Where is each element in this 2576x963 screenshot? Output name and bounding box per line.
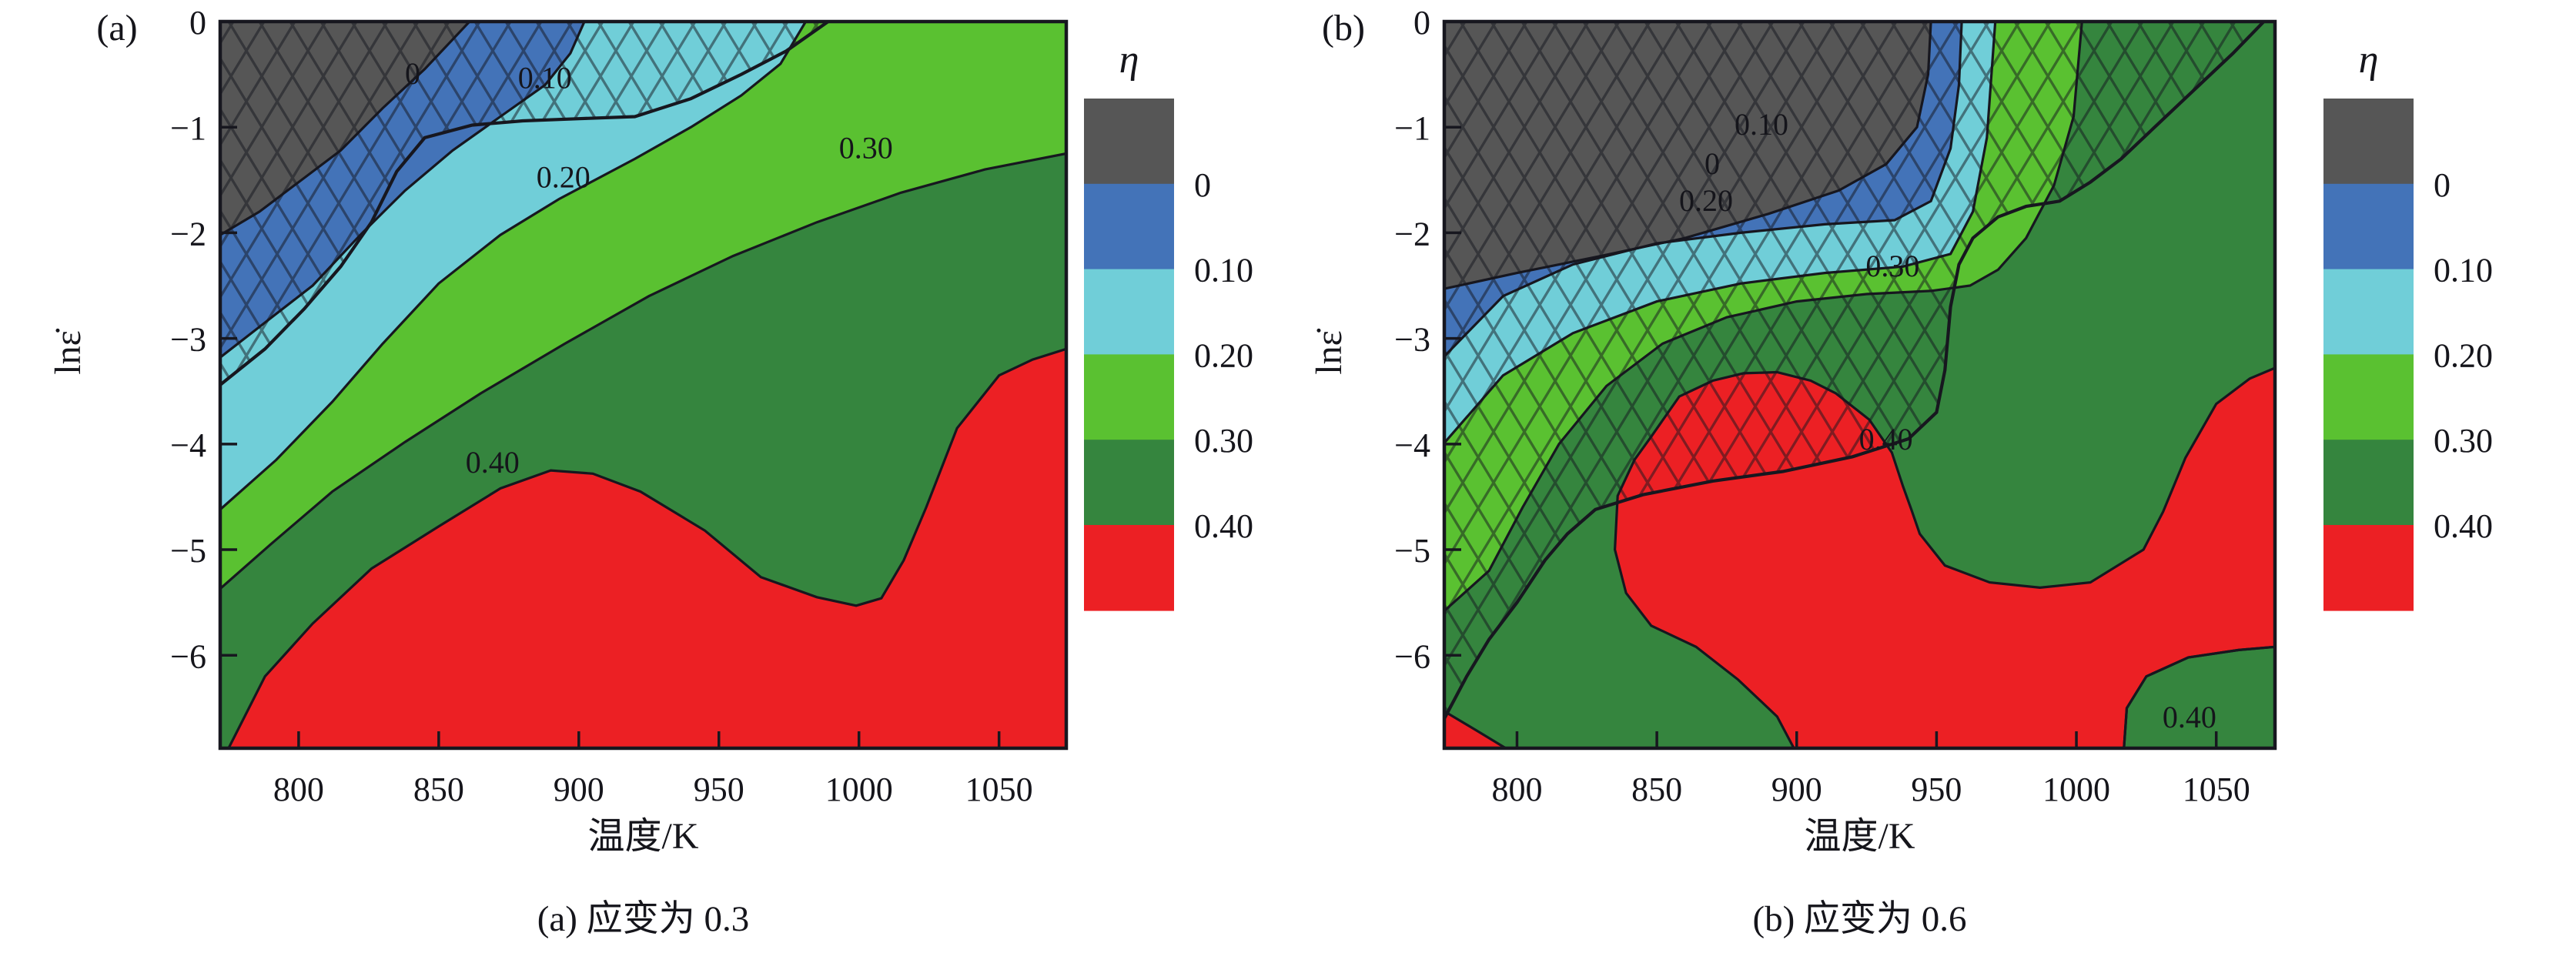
contour-label-0.20-2: 0.20 xyxy=(537,160,590,195)
contour-line-0 xyxy=(220,22,471,236)
x-tick-label: 850 xyxy=(1631,771,1682,808)
y-tick-label: −3 xyxy=(170,321,206,359)
colorbar-title-eta: η xyxy=(2359,38,2379,82)
contour-line-0.10 xyxy=(1444,22,1963,358)
x-tick-label: 850 xyxy=(413,771,464,808)
darkgreen-corner-patch-outline xyxy=(2123,645,2275,748)
colorbar-swatch-lightgreen-0.20-0.30 xyxy=(2323,354,2414,440)
y-tick-label: −4 xyxy=(170,426,206,464)
colorbar-swatch-blue-0-0.10 xyxy=(1084,183,1174,270)
colorbar-tick-label: 0.30 xyxy=(2434,422,2493,460)
darkgreen-corner-patch xyxy=(2123,647,2275,748)
contour-line-0.10 xyxy=(220,22,586,359)
x-axis-label: 温度/K xyxy=(1804,816,1915,857)
panel-b-contour-plot: 0 0.10 0.20 0.30 0.40 0.40 800 850 900 950 1000 105… xyxy=(1309,4,2493,939)
y-tick-label: −3 xyxy=(1394,321,1430,359)
red-main-region-outline xyxy=(1613,366,2275,748)
contour-line-0 xyxy=(1444,22,1932,290)
x-tick-label: 1050 xyxy=(2183,771,2250,808)
instability-hatch-region xyxy=(1444,22,2264,719)
contour-label-0.30-3: 0.30 xyxy=(1865,249,1919,283)
y-axis-label: lnε̇ xyxy=(1309,328,1350,374)
y-axis-label: lnε̇ xyxy=(48,328,89,374)
colorbar-tick-label: 0.40 xyxy=(1194,507,1253,545)
x-tick-label: 950 xyxy=(694,771,744,808)
contour-line-0.20 xyxy=(220,22,807,511)
colorbar-swatch-red-above-0.40 xyxy=(1084,525,1174,611)
panel-tag: (a) xyxy=(96,8,137,48)
y-tick-label: −4 xyxy=(1394,426,1430,464)
contour-label-0.10-1: 0.10 xyxy=(518,61,572,95)
red-corner-sliver-outline xyxy=(1444,710,1508,748)
colorbar-tick-label: 0.30 xyxy=(1194,422,1253,460)
colorbar-tick-label: 0 xyxy=(2434,166,2451,204)
x-tick-label: 950 xyxy=(1911,771,1962,808)
plot-frame xyxy=(1442,19,2277,751)
contour-line-0.20 xyxy=(1444,22,1997,444)
contour-label-0.40-4: 0.40 xyxy=(1859,422,1913,456)
x-tick-label: 900 xyxy=(1771,771,1822,808)
hatch-boundary-line xyxy=(1444,22,2266,720)
x-tick-label: 900 xyxy=(554,771,604,808)
y-tick-label: −2 xyxy=(1394,215,1430,252)
y-tick-label: −6 xyxy=(1394,637,1430,675)
colorbar-tick-label: 0.10 xyxy=(2434,252,2493,289)
colorbar-tick-label: 0.40 xyxy=(2434,507,2493,545)
contour-label-0.20-2: 0.20 xyxy=(1679,183,1733,218)
colorbar-swatch-cyan-0.10-0.20 xyxy=(1084,269,1174,356)
hatch-boundary-line xyxy=(220,22,829,386)
plot-area: 0 0.10 0.20 0.30 0.40 xyxy=(220,22,1066,748)
y-tick-label: −5 xyxy=(170,532,206,570)
colorbar-tick-label: 0 xyxy=(1194,166,1211,204)
colorbar-tick-label: 0.20 xyxy=(2434,336,2493,374)
contour-label-0-0: 0 xyxy=(405,56,420,91)
colorbar: 0 0.10 0.20 0.30 0.40 η xyxy=(2323,38,2493,611)
colorbar-swatch-gray-below-0 xyxy=(1084,99,1174,185)
colorbar: 0 0.10 0.20 0.30 0.40 η xyxy=(1084,38,1253,611)
y-tick-label: −5 xyxy=(1394,532,1430,570)
y-tick-label: 0 xyxy=(189,4,206,42)
colorbar-swatch-lightgreen-0.20-0.30 xyxy=(1084,354,1174,440)
colorbar-swatch-blue-0-0.10 xyxy=(2323,183,2414,270)
x-tick-label: 1000 xyxy=(2042,771,2110,808)
panel-a-contour-plot: 0 0.10 0.20 0.30 0.40 800 850 900 950 1000 1050 0 −1… xyxy=(48,4,1253,939)
contour-label-0.10-1: 0.10 xyxy=(1735,107,1788,142)
x-tick-label: 800 xyxy=(273,771,324,808)
contour-label-0.40-5: 0.40 xyxy=(2163,700,2216,734)
contour-line-0.40 xyxy=(227,347,1066,748)
y-tick-label: −2 xyxy=(170,215,206,252)
colorbar-title-eta: η xyxy=(1119,38,1139,82)
panel-caption: (a) 应变为 0.3 xyxy=(537,899,749,939)
x-axis-label: 温度/K xyxy=(587,816,698,857)
colorbar-tick-label: 0.10 xyxy=(1194,252,1253,289)
y-tick-label: −1 xyxy=(170,109,206,147)
colorbar-swatch-red-above-0.40 xyxy=(2323,525,2414,611)
plot-frame xyxy=(218,19,1069,751)
colorbar-tick-label: 0.20 xyxy=(1194,336,1253,374)
y-tick-label: −6 xyxy=(170,637,206,675)
colorbar-swatch-darkgreen-0.30-0.40 xyxy=(2323,440,2414,526)
colorbar-swatch-cyan-0.10-0.20 xyxy=(2323,269,2414,356)
panel-caption: (b) 应变为 0.6 xyxy=(1752,899,1966,939)
plot-area: 0 0.10 0.20 0.30 0.40 0.40 xyxy=(1444,22,2275,748)
colorbar-swatch-darkgreen-0.30-0.40 xyxy=(1084,440,1174,526)
contour-line-0.30 xyxy=(220,152,1066,590)
panel-tag: (b) xyxy=(1322,8,1365,48)
x-tick-label: 1050 xyxy=(965,771,1033,808)
colorbar-swatch-gray-below-0 xyxy=(2323,99,2414,185)
y-tick-label: −1 xyxy=(1394,109,1430,147)
instability-hatch-region xyxy=(220,22,828,385)
contour-label-0.40-4: 0.40 xyxy=(466,445,520,480)
y-tick-label: 0 xyxy=(1413,4,1430,42)
contour-label-0.30-3: 0.30 xyxy=(839,130,893,165)
x-tick-label: 800 xyxy=(1491,771,1542,808)
contour-label-0-0: 0 xyxy=(1705,146,1720,181)
x-tick-label: 1000 xyxy=(825,771,893,808)
contour-line-0.30 xyxy=(1444,22,2083,612)
